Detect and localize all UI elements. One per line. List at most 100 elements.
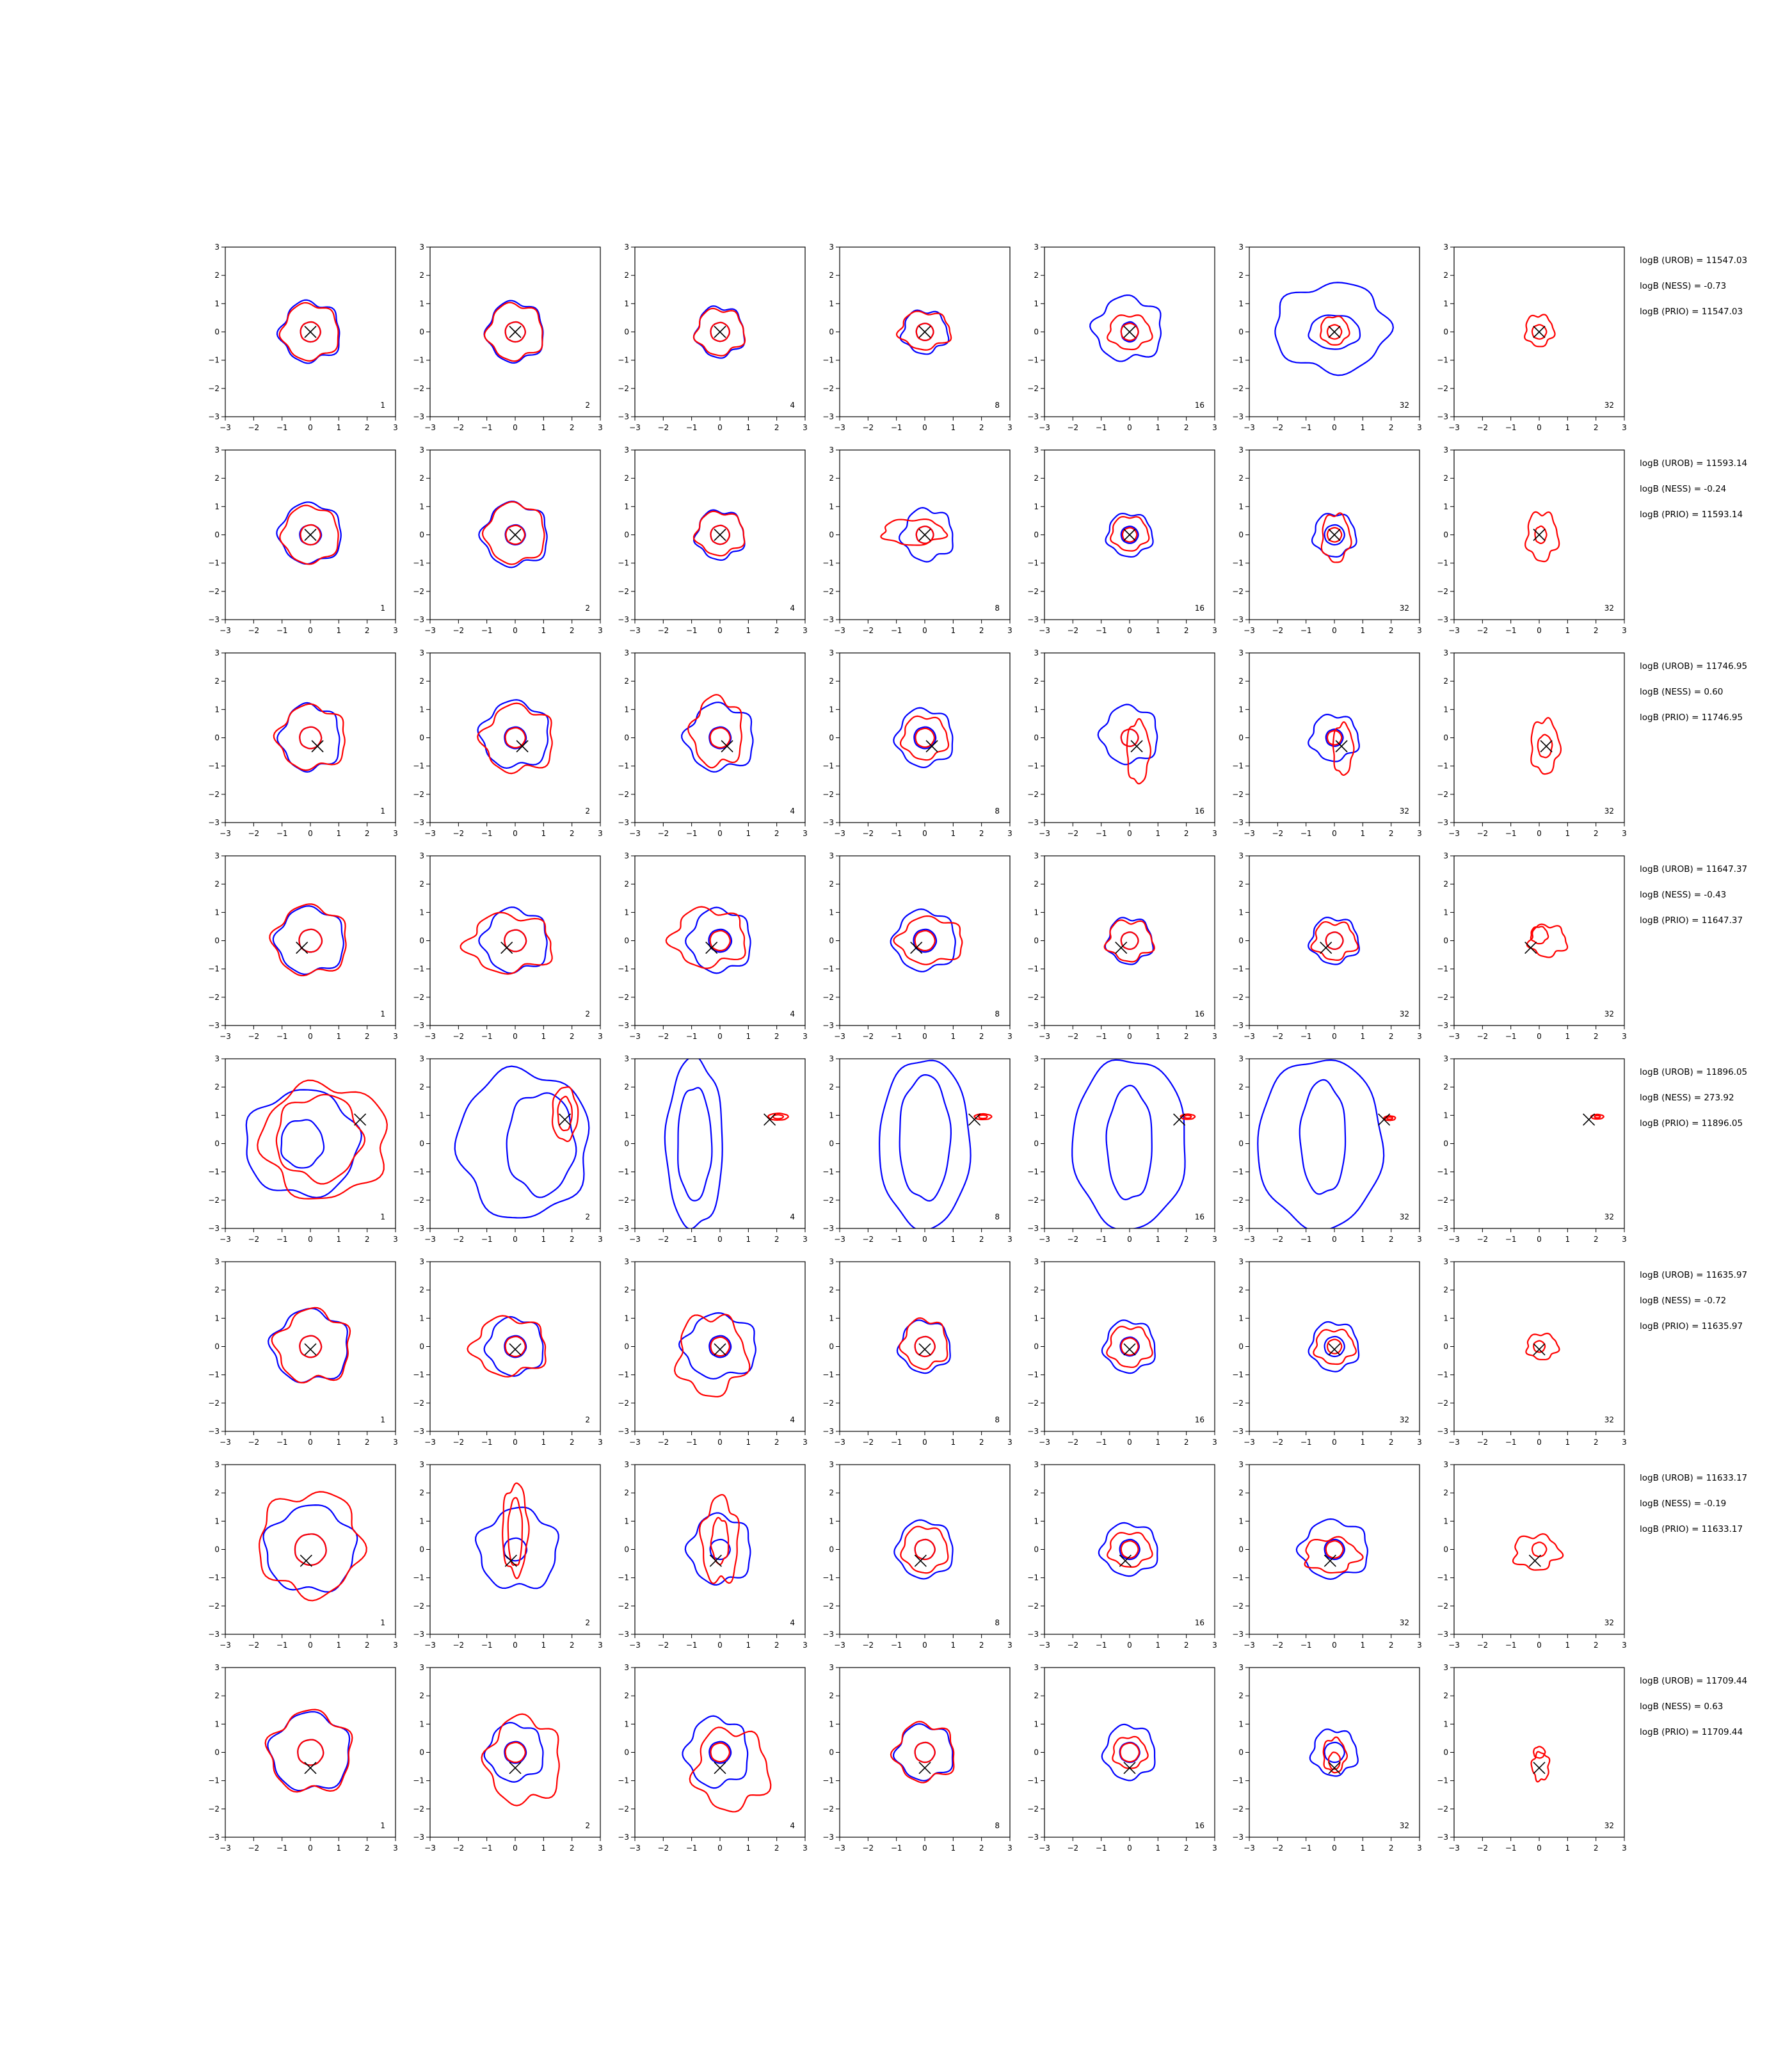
x-tick-label: 3 — [1622, 423, 1627, 432]
y-tick-label: −2 — [618, 587, 629, 596]
contours — [477, 699, 553, 775]
y-tick-label: −3 — [1232, 615, 1244, 624]
y-tick-label: 1 — [1443, 502, 1448, 511]
y-tick-label: −3 — [208, 1021, 220, 1030]
x-tick-label: 1 — [951, 1235, 956, 1244]
y-tick-label: 3 — [214, 851, 220, 860]
x-tick-label: −1 — [891, 1032, 902, 1041]
blue-contour — [267, 1710, 351, 1792]
y-tick-label: −1 — [208, 1776, 220, 1785]
red-contour — [890, 1721, 955, 1783]
x-tick-label: 3 — [803, 1641, 808, 1650]
x-tick-label: 3 — [803, 423, 808, 432]
y-tick-label: 2 — [214, 1285, 220, 1294]
x-tick-label: −2 — [862, 829, 874, 838]
x-tick-label: 1 — [541, 1641, 547, 1650]
axes-frame — [429, 1667, 601, 1838]
x-marker — [304, 325, 317, 339]
x-marker — [914, 1554, 927, 1567]
y-tick-label: 1 — [1443, 1111, 1448, 1120]
x-tick-label: 1 — [1156, 423, 1161, 432]
blue-contour — [1308, 917, 1360, 965]
y-tick-label: −2 — [208, 587, 220, 596]
y-tick-label: 3 — [1238, 243, 1244, 252]
x-tick-label: −3 — [220, 626, 231, 635]
logB-annotation: logB (UROB) = 11635.97 — [1640, 1270, 1747, 1280]
y-tick-label: −2 — [618, 1602, 629, 1611]
panel-r2-c0: −3−3 −2 −2 −1 −1 0 0 1 1 2 2 3 3 1 — [208, 648, 398, 838]
y-tick-label: 0 — [624, 1139, 629, 1148]
x-tick-label: −3 — [1039, 1641, 1050, 1650]
y-tick-label: −3 — [208, 1833, 220, 1842]
x-tick-label: −3 — [1244, 829, 1255, 838]
contours — [259, 1491, 367, 1602]
x-tick-label: 0 — [308, 1844, 313, 1853]
contours — [1071, 1059, 1196, 1228]
x-tick-label: −3 — [1244, 1438, 1255, 1447]
panel-label: 2 — [585, 1821, 590, 1830]
y-tick-label: −2 — [822, 790, 834, 799]
x-tick-label: −3 — [834, 829, 845, 838]
panel-label: 16 — [1195, 1212, 1204, 1221]
contours — [1512, 1533, 1564, 1571]
y-tick-label: 2 — [419, 880, 424, 889]
x-tick-label: 3 — [393, 1844, 398, 1853]
x-tick-label: 0 — [1537, 626, 1542, 635]
x-tick-label: −2 — [862, 626, 874, 635]
y-tick-label: 1 — [1034, 1516, 1039, 1525]
red-contour — [1531, 1541, 1548, 1557]
blue-contour — [1299, 1079, 1347, 1195]
y-tick-label: −2 — [618, 1399, 629, 1408]
contours — [483, 300, 544, 364]
x-tick-label: 3 — [1417, 1235, 1422, 1244]
panel-r0-c2: −3−3 −2 −2 −1 −1 0 0 1 1 2 2 3 3 4 — [618, 243, 808, 432]
x-tick-label: −3 — [1448, 626, 1460, 635]
y-tick-label: −2 — [413, 1805, 424, 1814]
x-tick-label: −3 — [1244, 1844, 1255, 1853]
axes-frame — [225, 855, 396, 1026]
panel-label: 8 — [995, 1009, 1000, 1018]
x-tick-label: 0 — [1537, 1032, 1542, 1041]
x-marker — [516, 740, 529, 753]
x-tick-label: 0 — [1537, 1641, 1542, 1650]
x-tick-label: 2 — [1594, 1641, 1599, 1650]
y-tick-label: 3 — [624, 446, 629, 454]
x-tick-label: −3 — [220, 1641, 231, 1650]
axes-frame — [634, 1058, 806, 1229]
blue-contour — [677, 1087, 713, 1202]
y-tick-label: 3 — [214, 243, 220, 252]
logB-annotation: logB (NESS) = -0.19 — [1640, 1499, 1726, 1509]
x-tick-label: 1 — [1565, 1235, 1571, 1244]
x-tick-label: −2 — [862, 1032, 874, 1041]
y-tick-label: 2 — [419, 677, 424, 686]
x-tick-label: 3 — [393, 1641, 398, 1650]
x-tick-label: 1 — [746, 1844, 751, 1853]
y-tick-label: 2 — [1238, 1082, 1244, 1091]
x-tick-label: 0 — [1332, 1235, 1337, 1244]
x-tick-label: −2 — [452, 423, 464, 432]
x-tick-label: −1 — [1505, 626, 1517, 635]
y-tick-label: 0 — [214, 1139, 220, 1148]
blue-contour — [276, 501, 342, 565]
y-tick-label: −1 — [1437, 356, 1448, 365]
contours — [684, 1493, 751, 1586]
y-tick-label: 3 — [624, 243, 629, 252]
blue-contour — [1308, 314, 1361, 350]
x-tick-label: 3 — [1007, 829, 1012, 838]
x-tick-label: −2 — [862, 1641, 874, 1650]
y-tick-label: −2 — [1437, 1399, 1448, 1408]
x-tick-label: −1 — [686, 1438, 698, 1447]
y-tick-label: 3 — [829, 1257, 834, 1266]
contours — [1524, 314, 1556, 348]
x-tick-label: 1 — [1361, 1032, 1366, 1041]
x-tick-label: 1 — [1156, 626, 1161, 635]
x-tick-label: 3 — [1622, 626, 1627, 635]
x-tick-label: 3 — [1417, 423, 1422, 432]
y-tick-label: 1 — [1034, 705, 1039, 714]
y-tick-label: −3 — [618, 818, 629, 827]
red-contour — [880, 519, 948, 546]
y-tick-label: −3 — [1232, 1021, 1244, 1030]
x-tick-label: 3 — [1622, 1641, 1627, 1650]
